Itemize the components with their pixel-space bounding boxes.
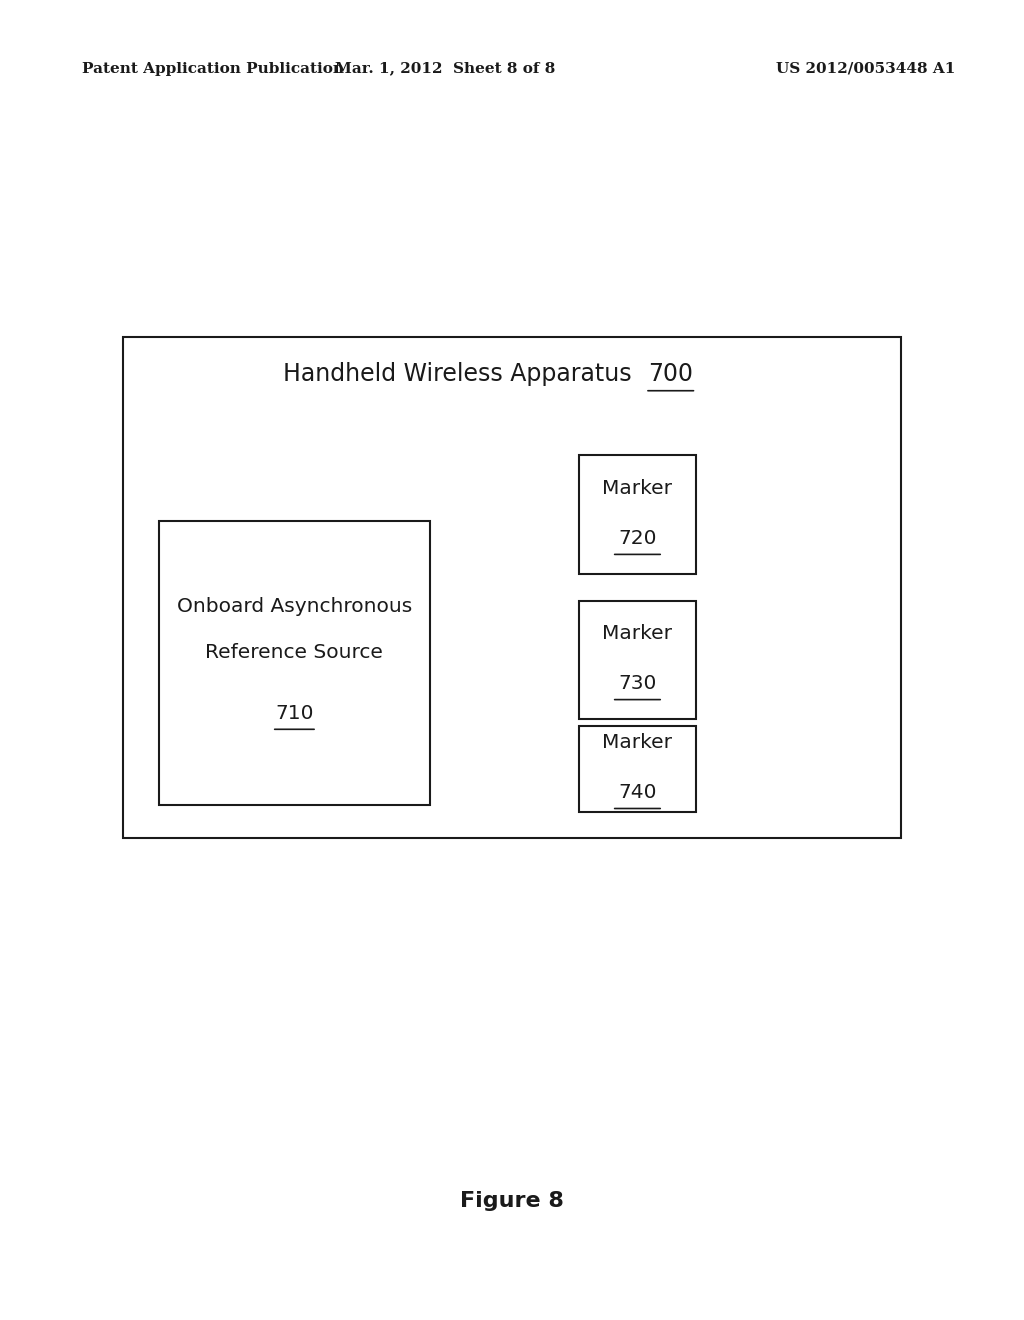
Text: 720: 720 [618, 529, 656, 548]
Text: Reference Source: Reference Source [206, 643, 383, 663]
Text: US 2012/0053448 A1: US 2012/0053448 A1 [775, 62, 955, 75]
Text: 740: 740 [618, 783, 656, 803]
Bar [579, 455, 696, 574]
Text: 730: 730 [618, 675, 656, 693]
Text: Onboard Asynchronous: Onboard Asynchronous [177, 597, 412, 616]
Text: Figure 8: Figure 8 [460, 1191, 564, 1212]
Text: 710: 710 [275, 704, 313, 723]
Text: Marker: Marker [602, 624, 673, 643]
Text: Marker: Marker [602, 733, 673, 752]
Text: Mar. 1, 2012  Sheet 8 of 8: Mar. 1, 2012 Sheet 8 of 8 [335, 62, 556, 75]
Bar [123, 337, 901, 838]
Text: Patent Application Publication: Patent Application Publication [82, 62, 344, 75]
Text: 700: 700 [648, 362, 693, 385]
Bar [579, 601, 696, 719]
Text: Marker: Marker [602, 479, 673, 498]
Bar [159, 521, 430, 805]
Text: Handheld Wireless Apparatus: Handheld Wireless Apparatus [283, 362, 639, 385]
Bar [579, 726, 696, 812]
